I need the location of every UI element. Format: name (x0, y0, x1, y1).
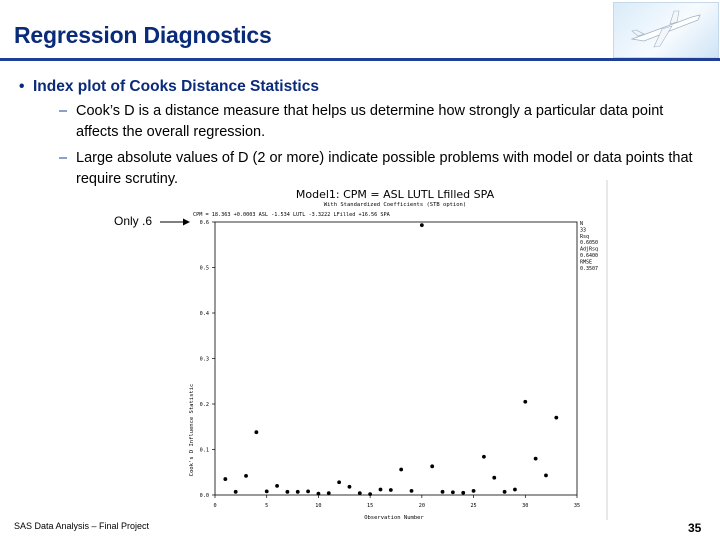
sub-bullet-1-text: Cook’s D is a distance measure that help… (76, 103, 664, 140)
y-tick-label: 0.2 (200, 402, 209, 408)
x-tick-label: 30 (522, 503, 528, 509)
bullet-glyph: • (19, 78, 25, 95)
data-point (430, 464, 435, 469)
data-point (502, 489, 507, 494)
data-point (482, 454, 486, 459)
callout-arrow (160, 218, 190, 226)
data-point (533, 456, 538, 461)
data-point (275, 484, 279, 488)
data-point (492, 475, 497, 480)
data-point (388, 488, 393, 492)
chart-subtitle: With Standardized Coefficients (STB opti… (324, 202, 466, 208)
plot-frame (214, 221, 578, 496)
x-tick-label: 20 (419, 503, 425, 509)
stats-entry: 0.3507 (580, 266, 598, 272)
chart-equation: CPM = 18.363 +0.0003 ASL -1.534 LUTL -3.… (193, 212, 391, 218)
data-point (544, 473, 548, 478)
callout-label: Only .6 (114, 214, 153, 228)
bullet-text: Index plot of Cooks Distance Statistics (33, 78, 319, 95)
bullet-heading: • Index plot of Cooks Distance Statistic… (19, 78, 319, 96)
data-point (264, 489, 269, 494)
sub-bullet-2: – Large absolute values of D (2 or more)… (59, 148, 696, 190)
y-tick-label: 0.0 (200, 493, 209, 499)
data-point (357, 491, 362, 496)
data-point (316, 491, 321, 496)
stats-entry: Rsq (580, 234, 589, 240)
footer-text: SAS Data Analysis – Final Project (14, 521, 150, 531)
data-point (471, 489, 476, 493)
data-point (461, 490, 466, 495)
stats-entry: 33 (580, 227, 586, 233)
x-tick-label: 15 (367, 503, 373, 509)
plot-border (606, 180, 608, 520)
stats-entry: 0.6050 (580, 240, 598, 246)
x-tick-label: 10 (315, 503, 321, 509)
y-tick-label: 0.5 (200, 266, 209, 272)
data-point (399, 467, 404, 472)
title-rule (0, 58, 720, 61)
sub-bullet-1: – Cook’s D is a distance measure that he… (59, 101, 696, 143)
data-point (368, 492, 373, 496)
data-point (554, 415, 559, 420)
y-tick-label: 0.6 (200, 220, 209, 226)
axes: 0.0 0.1 0.2 0.3 0.4 0.5 0.6 0 5 10 15 20 25 30 35 (200, 220, 581, 509)
data-point (450, 490, 455, 495)
airplane-logo (613, 2, 719, 58)
data-point (254, 430, 259, 435)
stats-entry: RMSE (580, 259, 592, 265)
x-tick-label: 35 (574, 503, 580, 509)
data-point (513, 487, 517, 492)
stats-entry: AdjRsq (580, 247, 598, 253)
data-point (347, 484, 352, 489)
page-number: 35 (688, 521, 702, 535)
stats-entry: N (580, 221, 583, 227)
data-point (440, 489, 445, 494)
data-point (337, 480, 342, 485)
chart-title: Model1: CPM = ASL LUTL Lfilled SPA (296, 188, 495, 201)
data-point (285, 489, 290, 494)
stats-entry: 0.6400 (580, 253, 598, 259)
data-point (306, 489, 310, 494)
x-tick-label: 0 (213, 503, 216, 509)
y-axis-label: Cook's D Influence Statistic (189, 384, 195, 477)
dash-glyph: – (59, 103, 68, 119)
x-tick-label: 25 (470, 503, 476, 509)
data-point (233, 489, 238, 494)
cooks-d-chart: Model1: CPM = ASL LUTL Lfilled SPA With … (189, 188, 598, 521)
data-point (523, 399, 528, 404)
x-axis-label: Observation Number (364, 515, 424, 521)
y-tick-label: 0.1 (200, 448, 209, 454)
data-point (378, 487, 383, 492)
data-point (295, 489, 300, 494)
data-point (223, 477, 228, 481)
slide-title: Regression Diagnostics (14, 22, 272, 48)
y-tick-label: 0.4 (200, 311, 209, 317)
y-tick-label: 0.3 (200, 357, 209, 363)
airplane-icon (630, 10, 701, 48)
dash-glyph: – (59, 150, 68, 166)
x-tick-label: 5 (265, 503, 268, 509)
data-point (419, 223, 424, 228)
data-point (244, 473, 248, 478)
data-points (223, 223, 559, 496)
data-point (326, 491, 331, 496)
sub-bullet-2-text: Large absolute values of D (2 or more) i… (76, 150, 693, 187)
data-point (409, 489, 414, 493)
